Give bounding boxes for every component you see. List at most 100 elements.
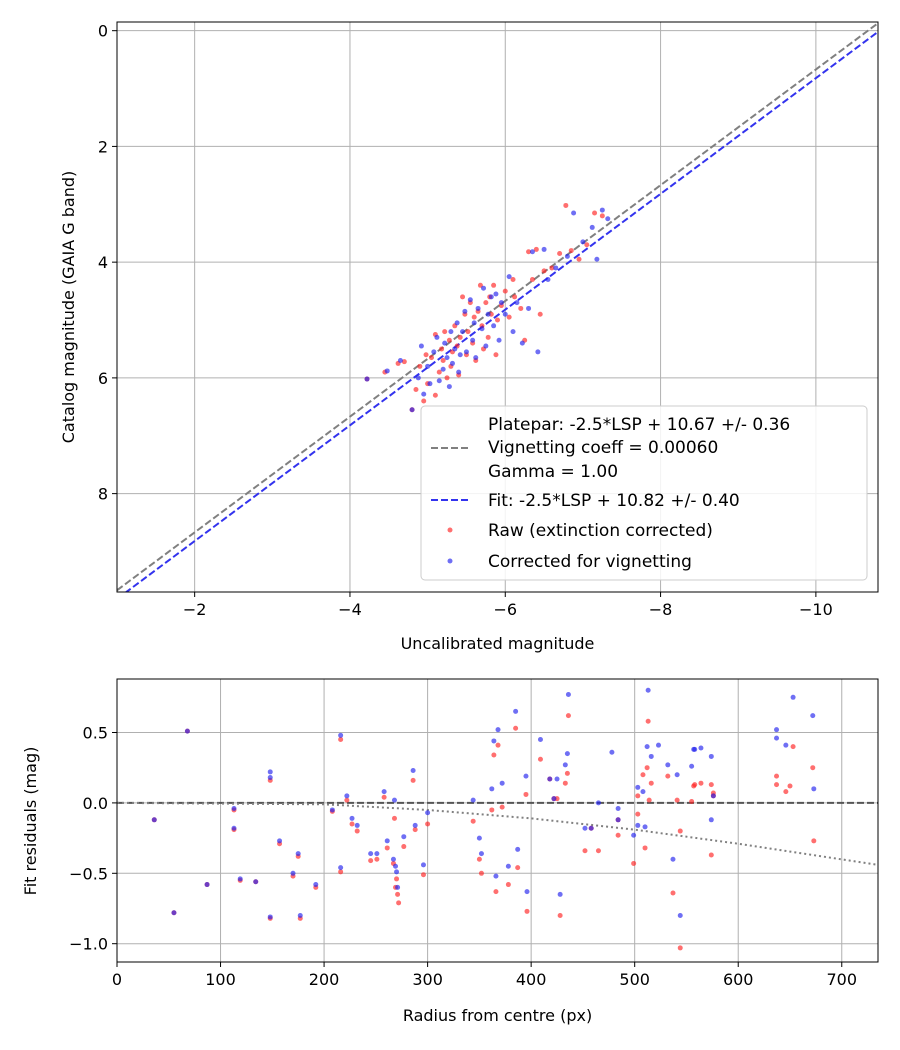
y-tick-label: 0.0 (83, 794, 108, 813)
data-point (381, 794, 387, 800)
data-point (396, 900, 402, 906)
data-point (267, 914, 273, 920)
data-point (483, 343, 489, 349)
data-point (421, 398, 427, 404)
data-point (505, 863, 511, 869)
data-point (423, 352, 429, 358)
top-plot-x-ticks: −2 −4 −6 −8 −10 (183, 592, 833, 619)
x-tick-label: 0 (112, 970, 122, 989)
data-point (541, 246, 547, 252)
data-point (524, 889, 530, 895)
data-point (609, 749, 615, 755)
data-point (401, 844, 407, 850)
data-point (349, 815, 355, 821)
data-point (523, 773, 529, 779)
data-point (708, 817, 714, 823)
data-point (635, 784, 641, 790)
data-point (470, 337, 476, 343)
data-point (635, 822, 641, 828)
data-point (787, 783, 793, 789)
data-point (446, 337, 452, 343)
data-point (434, 334, 440, 340)
data-point (457, 334, 463, 340)
data-point (774, 773, 780, 779)
magnitude-calibration-plot: −2 −4 −6 −8 −10 0 2 4 6 8 Uncalibrated magnitude… (59, 21, 879, 653)
y-tick-label: −0.5 (69, 864, 108, 883)
data-point (410, 777, 416, 783)
data-point (502, 288, 508, 294)
data-point (510, 329, 516, 335)
bottom-plot-x-axis-label: Radius from centre (px) (403, 1006, 592, 1025)
data-point (354, 822, 360, 828)
data-point (635, 793, 641, 799)
data-point (576, 256, 582, 262)
data-point (432, 392, 438, 398)
data-point (674, 797, 680, 803)
x-tick-label: 500 (619, 970, 650, 989)
data-point (231, 825, 237, 831)
data-point (642, 845, 648, 851)
data-point (537, 737, 543, 743)
data-point (505, 882, 511, 888)
data-point (313, 882, 319, 888)
bottom-plot-reference-lines (117, 801, 878, 866)
data-point (473, 355, 479, 361)
data-point (557, 891, 563, 897)
data-point (523, 791, 529, 797)
data-point (565, 713, 571, 719)
data-point (401, 834, 407, 840)
data-point (774, 782, 780, 788)
data-point (409, 407, 415, 413)
data-point (394, 876, 400, 882)
data-point (499, 804, 505, 810)
top-plot-y-axis-label: Catalog magnitude (GAIA G band) (59, 171, 78, 443)
data-point (708, 753, 714, 759)
platepar-line (117, 22, 878, 592)
data-point (692, 782, 698, 788)
data-point (665, 762, 671, 768)
data-point (381, 789, 387, 795)
data-point (329, 807, 335, 813)
y-tick-label: 6 (98, 369, 108, 388)
data-point (648, 780, 654, 786)
data-point (470, 797, 476, 803)
top-plot-x-axis-label: Uncalibrated magnitude (401, 634, 595, 653)
data-point (563, 202, 569, 208)
data-point (442, 340, 448, 346)
x-tick-label: 700 (826, 970, 857, 989)
data-point (428, 355, 434, 361)
data-point (595, 848, 601, 854)
data-point (588, 825, 594, 831)
data-point (519, 340, 525, 346)
data-point (615, 806, 621, 812)
y-tick-label: 8 (98, 485, 108, 504)
data-point (502, 311, 508, 317)
x-tick-label: −4 (338, 600, 362, 619)
data-point (640, 772, 646, 778)
data-point (564, 770, 570, 776)
data-point (648, 753, 654, 759)
data-point (526, 305, 532, 311)
data-point (790, 694, 796, 700)
data-point (529, 249, 535, 255)
data-point (615, 832, 621, 838)
data-point (605, 216, 611, 222)
data-point (491, 323, 497, 329)
data-point (537, 756, 543, 762)
data-point (677, 828, 683, 834)
data-point (415, 375, 421, 381)
data-point (533, 246, 539, 252)
top-plot-y-ticks: 0 2 4 6 8 (98, 22, 117, 504)
data-point (420, 862, 426, 868)
y-tick-label: 0 (98, 22, 108, 41)
data-point (470, 818, 476, 824)
y-tick-label: 2 (98, 137, 108, 156)
data-point (368, 858, 374, 864)
data-point (444, 375, 450, 381)
data-point (253, 879, 259, 885)
bottom-plot-points (151, 687, 817, 951)
data-point (436, 369, 442, 375)
data-point (582, 825, 588, 831)
data-point (545, 277, 551, 283)
